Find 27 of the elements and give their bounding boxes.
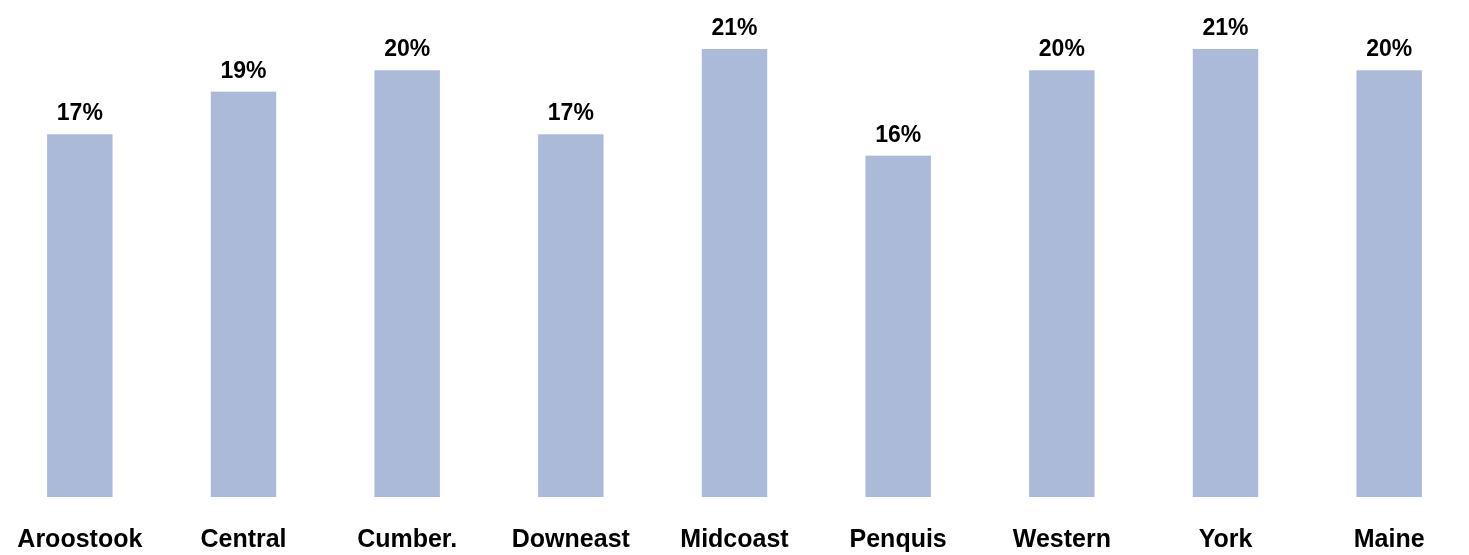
data-label: 21% [711, 14, 758, 40]
data-label: 19% [220, 56, 267, 83]
data-label: 21% [1202, 14, 1249, 40]
x-tick-label: Western [1012, 524, 1111, 552]
bar [210, 91, 277, 497]
bar [701, 49, 768, 497]
x-tick-label: Maine [1353, 524, 1425, 552]
bar [374, 70, 440, 497]
x-tick-label: Midcoast [680, 524, 790, 552]
data-label: 16% [875, 120, 922, 147]
data-label: 20% [1038, 35, 1085, 62]
data-label: 17% [56, 99, 103, 126]
bar [47, 134, 113, 497]
x-tick-label: York [1198, 524, 1253, 552]
data-label: 20% [1366, 35, 1413, 62]
x-tick-label: Penquis [849, 524, 947, 552]
x-tick-label: Downeast [511, 524, 631, 552]
bar [538, 134, 604, 497]
x-tick-label: Aroostook [17, 524, 143, 552]
bar [1029, 70, 1095, 497]
x-tick-label: Cumber. [357, 524, 458, 552]
data-label: 17% [547, 99, 594, 126]
x-tick-label: Central [200, 524, 287, 552]
bar [1192, 49, 1259, 497]
data-label: 20% [384, 35, 431, 62]
bar [1356, 70, 1422, 497]
bar [865, 155, 931, 497]
